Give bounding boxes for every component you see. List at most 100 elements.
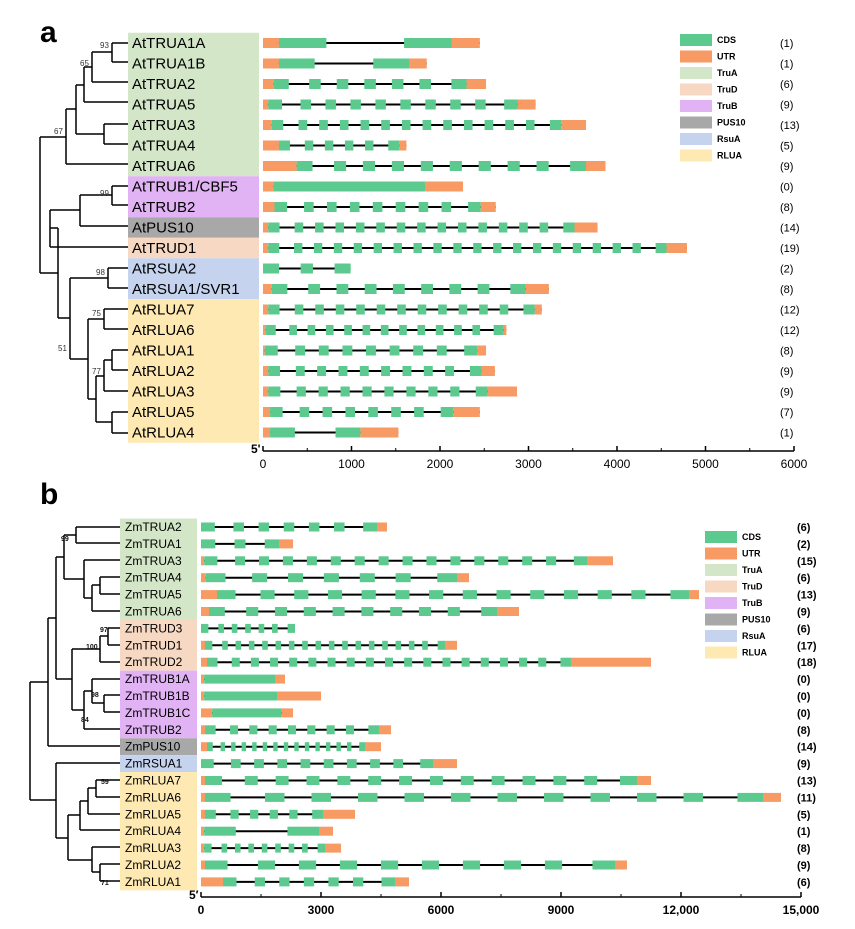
axis-tick-label: 3000 — [515, 457, 542, 471]
cds-exon — [304, 202, 314, 212]
cds-exon — [423, 366, 433, 376]
family-band-pus10 — [128, 217, 259, 238]
cds-exon — [204, 556, 218, 566]
cds-exon — [428, 386, 438, 397]
utr3-box — [433, 759, 457, 769]
cds-exon — [493, 243, 502, 253]
gene-row: AtTRUA1A (1) — [132, 35, 793, 52]
cds-exon — [337, 776, 351, 785]
family-band-trud — [128, 237, 259, 259]
cds-exon — [402, 556, 413, 566]
cds-exon — [294, 590, 309, 600]
cds-exon — [397, 304, 406, 315]
cds-exon — [270, 657, 279, 667]
cds-exon — [335, 304, 345, 315]
gene-name: ZmTRUA2 — [125, 520, 182, 534]
cds-exon — [258, 623, 265, 633]
cds-exon — [393, 759, 404, 769]
cds-exon — [395, 202, 406, 212]
cds-exon — [209, 607, 225, 616]
gene-name: ZmTRUB1C — [125, 706, 191, 720]
gene-name: AtRSUA1/SVR1 — [132, 281, 240, 298]
gene-structure-tracks: AtTRUA1A (1) AtTRUA1B (1) AtTRUA2 (6) AtTRUA5 (… — [120, 32, 820, 917]
utr3-box — [487, 386, 517, 397]
cds-exon — [421, 860, 440, 870]
cds-exon — [442, 657, 451, 667]
cds-exon — [303, 877, 315, 887]
cds-exon — [309, 79, 321, 89]
cds-exon — [234, 539, 246, 549]
cds-exon — [437, 640, 445, 650]
gene-row: ZmTRUA4 (6) — [125, 571, 811, 585]
legend-label: PUS10 — [742, 615, 771, 625]
intron-count: (8) — [780, 202, 793, 214]
utr5-box — [263, 243, 269, 253]
utr5-box — [263, 38, 279, 48]
axis-tick-label: 4000 — [604, 457, 631, 471]
cds-exon — [425, 99, 436, 110]
utr5-box — [201, 809, 205, 819]
cds-exon — [519, 657, 528, 667]
cds-exon — [435, 325, 444, 335]
family-band-rsua — [120, 755, 197, 773]
cds-exon — [201, 759, 214, 769]
cds-exon — [421, 284, 433, 294]
cds-exon — [282, 556, 293, 566]
gene-row: AtRLUA5 (7) — [132, 404, 793, 421]
cds-exon — [362, 325, 371, 335]
cds-exon — [590, 792, 611, 802]
cds-exon — [461, 657, 470, 667]
gene-row: ZmTRUA6 (9) — [125, 605, 811, 619]
gene-name: AtRLUA6 — [132, 322, 195, 339]
gene-name: AtPUS10 — [132, 220, 194, 237]
cds-exon — [373, 58, 410, 69]
cds-exon — [270, 407, 283, 417]
cds-exon — [278, 140, 290, 151]
gene-row: ZmTRUD2 (18) — [125, 655, 817, 669]
cds-exon — [449, 284, 462, 294]
cds-exon — [325, 742, 331, 752]
axis-tick-label: 15,000 — [783, 903, 820, 917]
cds-exon — [252, 742, 257, 752]
cds-exon — [359, 366, 369, 376]
cds-exon — [481, 607, 497, 616]
cds-exon — [354, 556, 365, 566]
gene-row: ZmTRUB1B (0) — [125, 689, 811, 703]
tree-branch — [83, 66, 128, 103]
legend-label: RsuA — [717, 134, 741, 144]
intron-count: (7) — [780, 407, 793, 419]
gene-name: ZmTRUD1 — [125, 638, 183, 652]
utr5-box — [263, 427, 271, 438]
legend-label: UTR — [717, 52, 736, 62]
gene-name: ZmRLUA6 — [125, 790, 181, 804]
axis-tick-label: 9000 — [548, 903, 575, 917]
gene-row: ZmRLUA2 (9) — [125, 858, 811, 872]
intron-count: (9) — [780, 366, 793, 378]
utr3-box — [481, 366, 495, 376]
cds-exon — [315, 222, 324, 233]
cds-exon — [523, 304, 535, 315]
cds-exon — [273, 742, 278, 752]
gene-row: ZmTRUD1 (17) — [125, 638, 817, 652]
utr5-box — [263, 304, 269, 315]
legend-label: TruB — [742, 598, 763, 608]
utr5-box — [263, 386, 269, 397]
legend-label: TruA — [717, 68, 738, 78]
cds-exon — [201, 522, 215, 532]
intron-count: (1) — [780, 428, 793, 440]
tree-branch — [99, 635, 120, 663]
intron-count: (1) — [797, 826, 811, 838]
cds-exon — [335, 222, 345, 233]
cds-exon — [422, 640, 428, 650]
utr5-box — [263, 407, 271, 417]
cds-exon — [462, 860, 481, 870]
cds-exon — [288, 843, 295, 853]
cds-exon — [513, 243, 522, 253]
intron-count: (9) — [780, 100, 793, 112]
family-band-trua — [128, 32, 259, 177]
cds-exon — [327, 657, 336, 667]
cds-exon — [449, 161, 462, 171]
cds-exon — [336, 742, 341, 752]
bootstrap-values-a: 93 65 67 99 98 75 51 77 — [54, 41, 109, 376]
